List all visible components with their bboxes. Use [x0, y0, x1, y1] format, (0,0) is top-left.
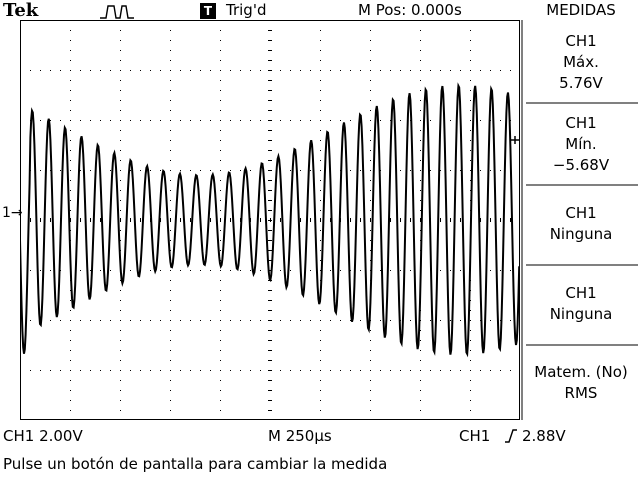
- graticule-grid: [20, 20, 520, 420]
- help-message: Pulse un botón de pantalla para cambiar …: [3, 455, 388, 473]
- measure-source: CH1: [565, 284, 597, 302]
- pulse-shape-icon: [100, 5, 134, 19]
- measure-source: CH1: [565, 114, 597, 132]
- menu-title: MEDIDAS: [546, 1, 616, 19]
- measure-button-2[interactable]: CH1 Mín. −5.68V: [522, 113, 640, 176]
- trigger-status: Trig'd: [226, 1, 267, 19]
- measure-type: Ninguna: [549, 305, 613, 323]
- waveform-display: [20, 20, 520, 420]
- trigger-badge: T: [200, 3, 216, 19]
- brand-logo: Tek: [3, 0, 39, 21]
- horizontal-position: M Pos: 0.000s: [358, 1, 462, 19]
- measure-value: −5.68V: [552, 156, 610, 174]
- measure-button-1[interactable]: CH1 Máx. 5.76V: [522, 31, 640, 94]
- measure-source: CH1: [565, 204, 597, 222]
- trigger-source: CH1: [459, 427, 491, 445]
- trigger-level: 2.88V: [522, 427, 566, 445]
- measure-button-3[interactable]: CH1 Ninguna: [522, 203, 640, 245]
- menu-separators: [521, 20, 638, 420]
- measure-type: Máx.: [563, 53, 599, 71]
- measure-source: CH1: [565, 32, 597, 50]
- measure-value: 5.76V: [559, 74, 603, 92]
- measure-type: Ninguna: [549, 225, 613, 243]
- measure-button-5[interactable]: Matem. (No) RMS: [522, 362, 640, 404]
- ch1-trace: [20, 82, 520, 358]
- measure-source: Matem. (No): [534, 363, 628, 381]
- channel-1-marker-icon: 1→: [2, 205, 23, 221]
- measure-button-4[interactable]: CH1 Ninguna: [522, 283, 640, 325]
- trigger-level-marker: [511, 136, 519, 144]
- measure-type: RMS: [564, 384, 598, 402]
- timebase: M 250µs: [268, 427, 332, 445]
- rising-edge-icon: [505, 429, 517, 443]
- measure-type: Mín.: [565, 135, 597, 153]
- ch1-scale: CH1 2.00V: [3, 427, 83, 445]
